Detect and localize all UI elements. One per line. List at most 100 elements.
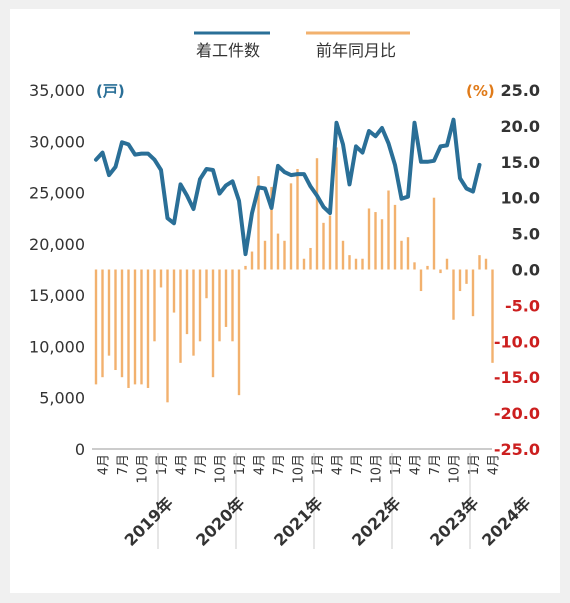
month-tick-label: 4月 [487, 454, 502, 475]
bar [393, 204, 397, 270]
right-tick-label: -20.0 [494, 404, 540, 423]
bar [211, 269, 215, 378]
bar [172, 269, 176, 313]
bar [465, 269, 468, 284]
left-tick-label: 25,000 [29, 184, 85, 203]
bar [244, 265, 247, 270]
month-tick-label: 7月 [194, 454, 209, 475]
left-tick-label: 0 [75, 440, 85, 459]
bar [159, 269, 163, 288]
month-tick-label: 7月 [428, 454, 443, 475]
bar [133, 269, 137, 385]
bar [478, 255, 481, 270]
bar [458, 269, 462, 292]
bar [400, 240, 403, 270]
right-tick-label: -25.0 [494, 440, 540, 459]
bar [127, 269, 130, 388]
bar [250, 251, 254, 270]
bar [413, 262, 416, 270]
bar-series [94, 147, 494, 403]
bar [224, 269, 228, 327]
left-tick-label: 20,000 [29, 235, 85, 254]
bar [101, 269, 104, 378]
bar [380, 219, 384, 270]
month-tick-label: 10月 [136, 454, 151, 484]
chart-card: 着工件数 前年同月比 (戸) (%) 35,000 30,000 25,000 20,… [10, 9, 560, 593]
bar [276, 233, 280, 270]
x-axis: 4月 7月 10月 1月 4月 7月 10月 1月 4月 7月 10月 1月 4月 7月 10月 1月 4月 7月… [97, 453, 534, 550]
right-tick-label: 20.0 [501, 117, 540, 136]
bar [445, 258, 449, 270]
bar [231, 269, 234, 342]
bar [270, 186, 273, 270]
bar [484, 258, 488, 270]
chart: 着工件数 前年同月比 (戸) (%) 35,000 30,000 25,000 20,… [29, 31, 540, 550]
bar [153, 269, 156, 342]
month-tick-label: 1月 [155, 454, 170, 475]
bar [257, 176, 260, 270]
month-tick-label: 10月 [292, 454, 307, 484]
bar [439, 269, 442, 274]
year-label: 2020年 [192, 494, 248, 550]
bar [367, 208, 371, 270]
bar [237, 269, 241, 396]
bar [192, 269, 195, 356]
left-tick-label: 15,000 [29, 286, 85, 305]
month-tick-label: 1月 [311, 454, 326, 475]
right-axis-unit: (%) [466, 82, 495, 100]
right-tick-label: 0.0 [512, 261, 540, 280]
bar [289, 183, 293, 270]
bar [432, 197, 436, 270]
legend-line-label: 着工件数 [196, 41, 260, 60]
bar [179, 269, 182, 363]
bar [491, 269, 494, 363]
right-axis: 25.0 20.0 15.0 10.0 5.0 0.0 -5.0 -10.0 -15.0 -20.… [494, 81, 540, 459]
right-tick-label: -5.0 [505, 296, 540, 315]
month-tick-label: 4月 [409, 454, 424, 475]
bar [283, 240, 286, 270]
bar [387, 190, 390, 270]
month-tick-label: 10月 [448, 454, 463, 484]
bar [146, 269, 150, 388]
bar [406, 237, 410, 270]
legend-bar-label: 前年同月比 [316, 41, 396, 60]
year-label: 2021年 [270, 494, 326, 550]
bar [166, 269, 169, 403]
bar [120, 269, 124, 378]
left-tick-label: 5,000 [39, 389, 85, 408]
month-tick-label: 1月 [233, 454, 248, 475]
bar [315, 158, 319, 270]
month-tick-label: 4月 [175, 454, 190, 475]
month-tick-label: 10月 [214, 454, 229, 484]
right-tick-label: 15.0 [501, 153, 540, 172]
bar [341, 240, 345, 270]
year-label: 2022年 [348, 494, 404, 550]
bar [328, 215, 332, 270]
year-label: 2024年 [478, 494, 534, 550]
right-tick-label: 25.0 [501, 81, 540, 100]
bar [114, 269, 117, 371]
left-tick-label: 30,000 [29, 132, 85, 151]
bar [348, 255, 351, 270]
bar [140, 269, 143, 385]
bar [335, 147, 338, 270]
left-axis: 35,000 30,000 25,000 20,000 15,000 10,000 5,00… [29, 81, 85, 459]
bar [374, 212, 377, 270]
month-tick-label: 1月 [389, 454, 404, 475]
month-tick-label: 10月 [370, 454, 385, 484]
bar [322, 222, 325, 270]
right-tick-label: -10.0 [494, 332, 540, 351]
bar [205, 269, 208, 299]
bar [263, 240, 267, 270]
bar [107, 269, 111, 356]
left-tick-label: 35,000 [29, 81, 85, 100]
bar [354, 258, 358, 270]
bar [361, 258, 364, 270]
bar [94, 269, 98, 385]
left-axis-unit: (戸) [96, 82, 125, 100]
left-tick-label: 10,000 [29, 337, 85, 356]
right-tick-label: 10.0 [501, 189, 540, 208]
month-tick-label: 7月 [350, 454, 365, 475]
month-tick-label: 1月 [467, 454, 482, 475]
bar [419, 269, 423, 292]
